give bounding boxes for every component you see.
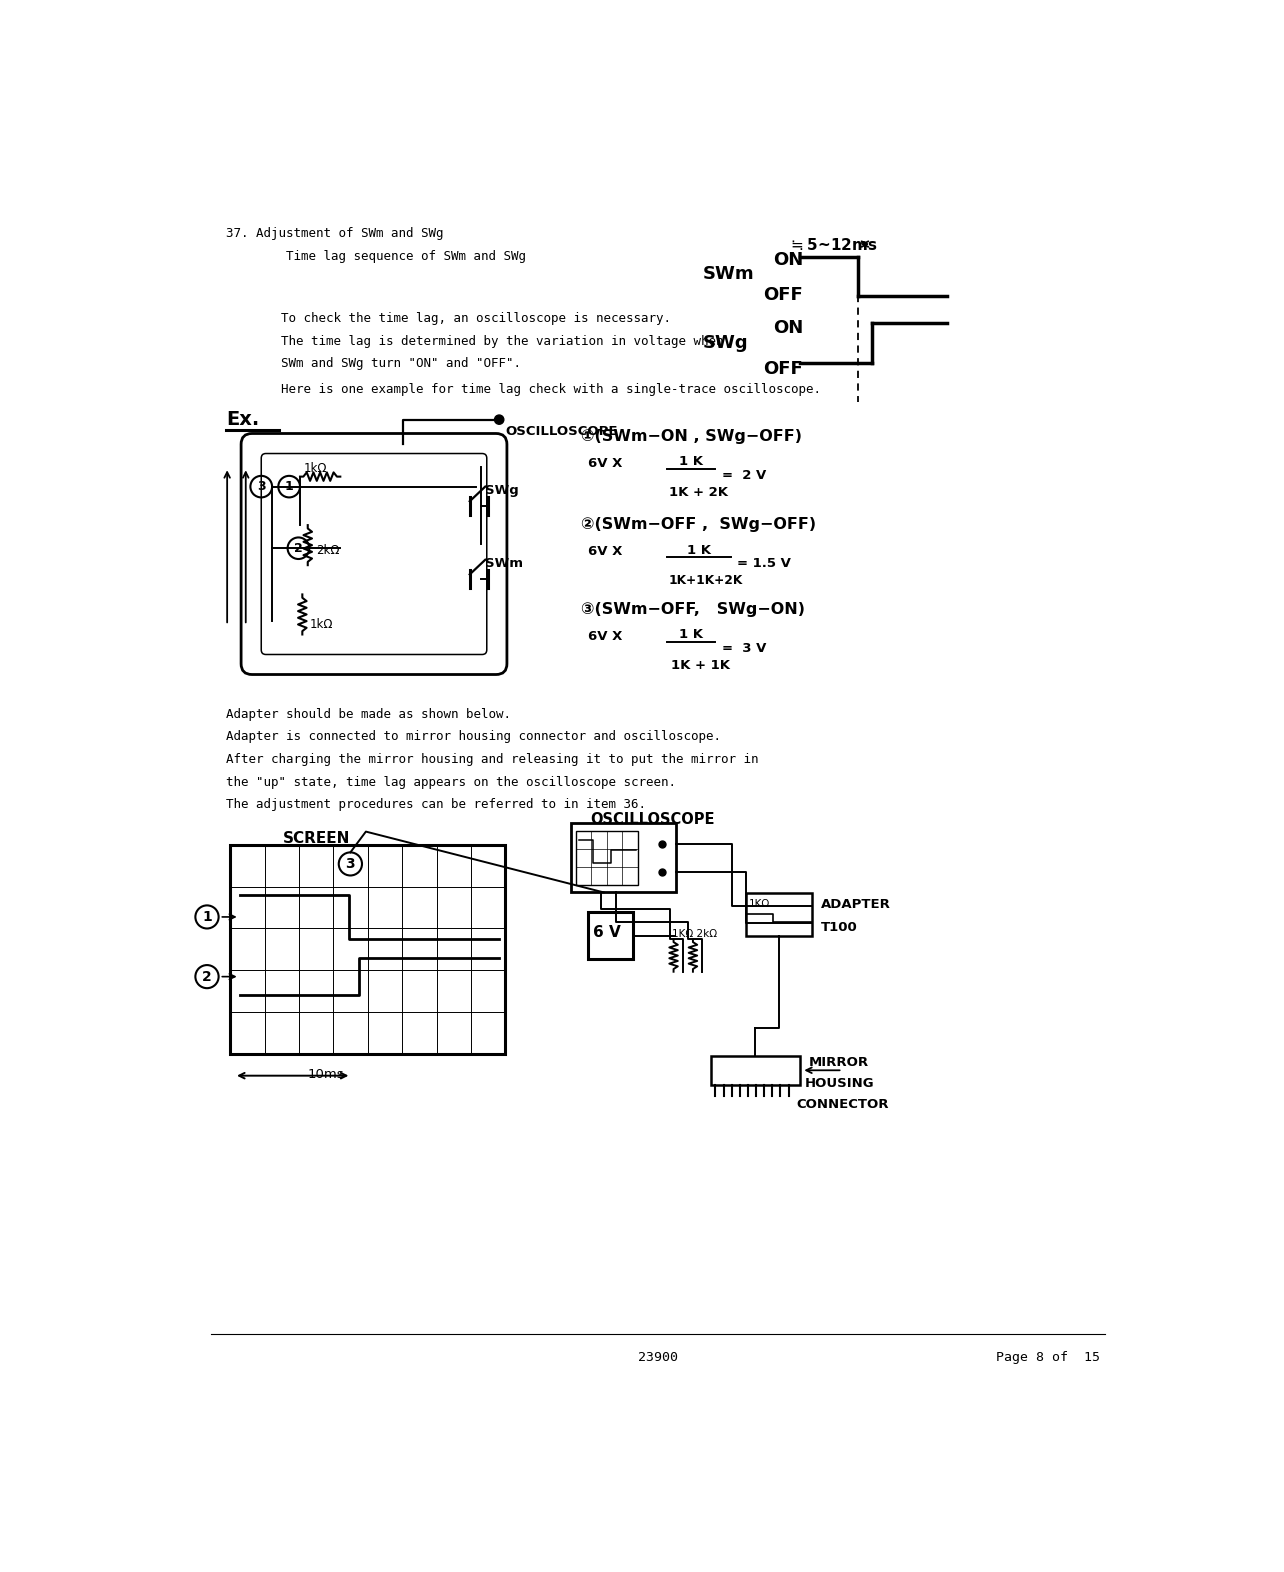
Text: The adjustment procedures can be referred to in item 36.: The adjustment procedures can be referre… — [226, 799, 646, 811]
Text: $\fallingdotseq$5~12ms: $\fallingdotseq$5~12ms — [788, 237, 878, 253]
Text: =  3 V: = 3 V — [722, 643, 767, 656]
Text: 6V X: 6V X — [588, 456, 623, 470]
Bar — [230, 844, 506, 1055]
Text: =  2 V: = 2 V — [722, 468, 765, 483]
Text: ③(SWm−OFF,   SWg−ON): ③(SWm−OFF, SWg−ON) — [580, 602, 805, 618]
Text: 1K + 2K: 1K + 2K — [669, 486, 728, 498]
Text: 1KΩ 2kΩ: 1KΩ 2kΩ — [672, 929, 718, 940]
Text: the "up" state, time lag appears on the oscilloscope screen.: the "up" state, time lag appears on the … — [226, 775, 677, 789]
Text: SWm: SWm — [704, 264, 755, 283]
Text: The time lag is determined by the variation in voltage when: The time lag is determined by the variat… — [281, 335, 723, 347]
Text: Ex.: Ex. — [226, 410, 259, 429]
Text: OSCILLOSCOPE: OSCILLOSCOPE — [506, 424, 618, 439]
Text: Adapter is connected to mirror housing connector and oscilloscope.: Adapter is connected to mirror housing c… — [226, 731, 722, 744]
Text: SWm and SWg turn "ON" and "OFF".: SWm and SWg turn "ON" and "OFF". — [281, 357, 520, 371]
Text: HOUSING: HOUSING — [805, 1077, 874, 1091]
Text: 6 V: 6 V — [593, 924, 620, 940]
Text: 3: 3 — [257, 479, 266, 494]
Text: 23900: 23900 — [638, 1352, 678, 1364]
Text: Here is one example for time lag check with a single-trace oscilloscope.: Here is one example for time lag check w… — [281, 382, 820, 396]
Text: 1K+1K+2K: 1K+1K+2K — [669, 574, 743, 588]
Text: After charging the mirror housing and releasing it to put the mirror in: After charging the mirror housing and re… — [226, 753, 759, 766]
Text: SWm: SWm — [485, 558, 523, 571]
Text: 37. Adjustment of SWm and SWg: 37. Adjustment of SWm and SWg — [226, 226, 444, 241]
Bar — [577, 832, 638, 885]
Text: SCREEN: SCREEN — [282, 832, 351, 846]
Text: ADAPTER: ADAPTER — [820, 898, 891, 910]
Text: Adapter should be made as shown below.: Adapter should be made as shown below. — [226, 707, 511, 720]
FancyBboxPatch shape — [241, 434, 507, 674]
Text: SWg: SWg — [485, 484, 519, 497]
Text: CONNECTOR: CONNECTOR — [797, 1097, 890, 1111]
Text: 1 K: 1 K — [679, 629, 702, 641]
Bar — [711, 1056, 800, 1085]
Text: 1 K: 1 K — [687, 544, 711, 556]
Text: Page 8 of  15: Page 8 of 15 — [996, 1352, 1100, 1364]
Text: ON: ON — [773, 252, 802, 269]
Bar — [588, 912, 633, 959]
Text: 1kΩ: 1kΩ — [309, 618, 334, 630]
Text: 1: 1 — [285, 479, 294, 494]
Bar — [746, 893, 811, 935]
Text: 10ms: 10ms — [308, 1067, 344, 1082]
Text: OFF: OFF — [763, 286, 802, 305]
Text: = 1.5 V: = 1.5 V — [737, 558, 791, 571]
Text: 2kΩ: 2kΩ — [316, 544, 340, 556]
Text: 3: 3 — [345, 857, 356, 871]
Text: 2: 2 — [202, 970, 212, 984]
Text: SWg: SWg — [704, 335, 749, 352]
Text: ②(SWm−OFF ,  SWg−OFF): ②(SWm−OFF , SWg−OFF) — [580, 517, 815, 533]
Text: 1: 1 — [202, 910, 212, 924]
Text: MIRROR: MIRROR — [809, 1056, 869, 1069]
Text: T100: T100 — [820, 921, 858, 934]
Text: 2: 2 — [294, 542, 303, 555]
Text: ON: ON — [773, 319, 802, 336]
Text: To check the time lag, an oscilloscope is necessary.: To check the time lag, an oscilloscope i… — [281, 311, 670, 325]
Text: OFF: OFF — [763, 360, 802, 377]
Text: 1KΩ: 1KΩ — [749, 899, 770, 909]
Text: ①(SWm−ON , SWg−OFF): ①(SWm−ON , SWg−OFF) — [580, 429, 801, 443]
Text: Time lag sequence of SWm and SWg: Time lag sequence of SWm and SWg — [226, 250, 526, 263]
Bar — [571, 824, 675, 893]
Text: 6V X: 6V X — [588, 545, 623, 558]
Text: 1 K: 1 K — [679, 454, 702, 468]
Text: 1K + 1K: 1K + 1K — [672, 659, 731, 673]
Text: OSCILLOSCOPE: OSCILLOSCOPE — [591, 813, 715, 827]
FancyBboxPatch shape — [261, 453, 487, 654]
Text: 1kΩ: 1kΩ — [304, 462, 327, 475]
Circle shape — [494, 415, 503, 424]
Text: 6V X: 6V X — [588, 630, 623, 643]
